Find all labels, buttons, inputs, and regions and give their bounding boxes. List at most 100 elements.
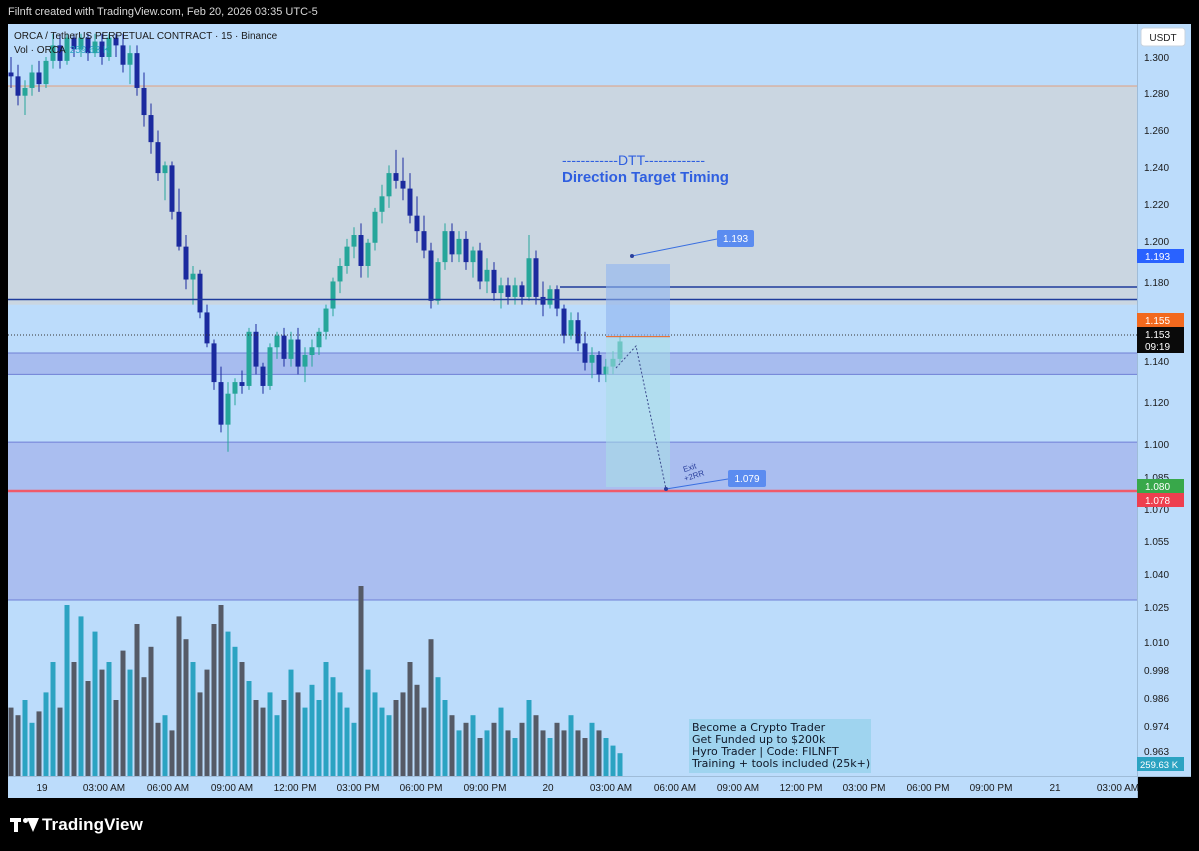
candle bbox=[92, 33, 98, 57]
candle bbox=[337, 258, 343, 294]
price-tick-label: 1.200 bbox=[1144, 237, 1169, 248]
volume-bar bbox=[540, 730, 546, 776]
volume-bar bbox=[533, 715, 539, 776]
volume-bar bbox=[435, 677, 441, 776]
candle bbox=[421, 215, 427, 259]
price-tick-label: 0.998 bbox=[1144, 666, 1169, 677]
volume-bar bbox=[610, 745, 616, 776]
volume-bar bbox=[309, 684, 315, 776]
candle bbox=[309, 339, 315, 367]
candle bbox=[498, 277, 504, 309]
candle bbox=[344, 238, 350, 274]
time-tick-labels: 19 03:00 AM 06:00 AM 09:00 AM 12:00 PM 03:00 … bbox=[36, 783, 1139, 794]
volume-bar bbox=[92, 631, 98, 776]
candle bbox=[43, 57, 49, 88]
target-callout-box[interactable] bbox=[717, 230, 754, 247]
candle bbox=[204, 304, 210, 348]
volume-bar bbox=[260, 707, 266, 776]
candle bbox=[71, 33, 77, 57]
price-tag-volume-text: 259.63 K bbox=[1140, 760, 1179, 771]
footer-bar: TradingView bbox=[0, 798, 1199, 851]
candle-body bbox=[218, 382, 224, 425]
volume-bar bbox=[281, 700, 287, 776]
candle bbox=[225, 382, 231, 452]
candle bbox=[78, 33, 84, 57]
candle bbox=[176, 188, 182, 251]
volume-bar bbox=[197, 692, 203, 776]
candle-body bbox=[470, 250, 476, 263]
time-tick-label: 12:00 PM bbox=[780, 783, 823, 794]
candle-body bbox=[127, 53, 133, 65]
volume-bar bbox=[456, 730, 462, 776]
candle-body bbox=[225, 393, 231, 425]
candle bbox=[491, 262, 497, 301]
tradingview-brand-text: TradingView bbox=[42, 815, 143, 834]
time-tick-label: 09:00 PM bbox=[970, 783, 1013, 794]
candle bbox=[519, 281, 525, 305]
countdown-text: 09:19 bbox=[1145, 342, 1170, 353]
currency-button[interactable] bbox=[1140, 27, 1186, 47]
candle-body bbox=[57, 45, 63, 61]
candle bbox=[148, 103, 154, 154]
volume-bar bbox=[239, 662, 245, 776]
candle-body bbox=[281, 335, 287, 359]
candle bbox=[246, 327, 252, 390]
candle-body bbox=[582, 343, 588, 363]
candle-body bbox=[22, 87, 28, 96]
promo-line-2: Get Funded up to $200k bbox=[692, 733, 826, 746]
volume-bar bbox=[393, 700, 399, 776]
volume-bar bbox=[218, 605, 224, 776]
candle bbox=[120, 33, 126, 73]
position-loss-zone[interactable] bbox=[606, 337, 670, 487]
target-callout-text: 1.193 bbox=[723, 234, 748, 245]
target-anchor-dot bbox=[630, 254, 634, 258]
candle-body bbox=[141, 87, 147, 116]
candle-body bbox=[337, 265, 343, 282]
dtt-subtitle[interactable]: Direction Target Timing bbox=[562, 169, 729, 186]
candle-body bbox=[379, 196, 385, 212]
volume-bar bbox=[505, 730, 511, 776]
volume-legend[interactable]: Vol · ORCA 259.63 K bbox=[14, 45, 110, 56]
candle-body bbox=[463, 238, 469, 263]
candle-body bbox=[323, 308, 329, 332]
time-axis[interactable] bbox=[8, 776, 1137, 798]
volume-bar bbox=[64, 605, 70, 776]
volume-bar bbox=[253, 700, 259, 776]
promo-box[interactable] bbox=[689, 719, 871, 773]
position-profit-zone[interactable] bbox=[606, 264, 670, 338]
promo-line-1: Become a Crypto Trader bbox=[692, 721, 826, 734]
candle bbox=[22, 80, 28, 116]
volume-bar bbox=[337, 692, 343, 776]
candle-body bbox=[519, 285, 525, 297]
candle bbox=[232, 378, 238, 406]
time-tick-label: 06:00 AM bbox=[147, 783, 189, 794]
volume-bar bbox=[316, 700, 322, 776]
demand-zone-upper bbox=[8, 353, 1137, 375]
candle bbox=[99, 33, 105, 65]
candle bbox=[211, 339, 217, 390]
price-tick-label: 1.070 bbox=[1144, 505, 1169, 516]
candle-body bbox=[274, 335, 280, 348]
time-tick-label: 03:00 AM bbox=[83, 783, 125, 794]
candle-body bbox=[155, 142, 161, 174]
tradingview-logo[interactable]: TradingView bbox=[10, 814, 143, 836]
candle bbox=[428, 242, 434, 309]
volume-bar bbox=[169, 730, 175, 776]
dtt-title[interactable]: ------------DTT------------- bbox=[562, 152, 705, 168]
price-axis[interactable] bbox=[1137, 24, 1191, 776]
candle bbox=[169, 161, 175, 220]
symbol-legend[interactable]: ORCA / TetherUS PERPETUAL CONTRACT · 15 … bbox=[14, 31, 278, 42]
candle bbox=[456, 231, 462, 263]
candle bbox=[526, 235, 532, 301]
volume-bar bbox=[561, 730, 567, 776]
volume-bar bbox=[442, 700, 448, 776]
price-tag-entry-text: 1.155 bbox=[1145, 316, 1170, 327]
candle bbox=[435, 258, 441, 305]
candle-body bbox=[148, 115, 154, 143]
candle-body bbox=[78, 37, 84, 50]
candle bbox=[29, 64, 35, 96]
exit-callout-box[interactable] bbox=[728, 470, 766, 487]
volume-bar bbox=[148, 646, 154, 776]
candle-body bbox=[64, 37, 70, 61]
